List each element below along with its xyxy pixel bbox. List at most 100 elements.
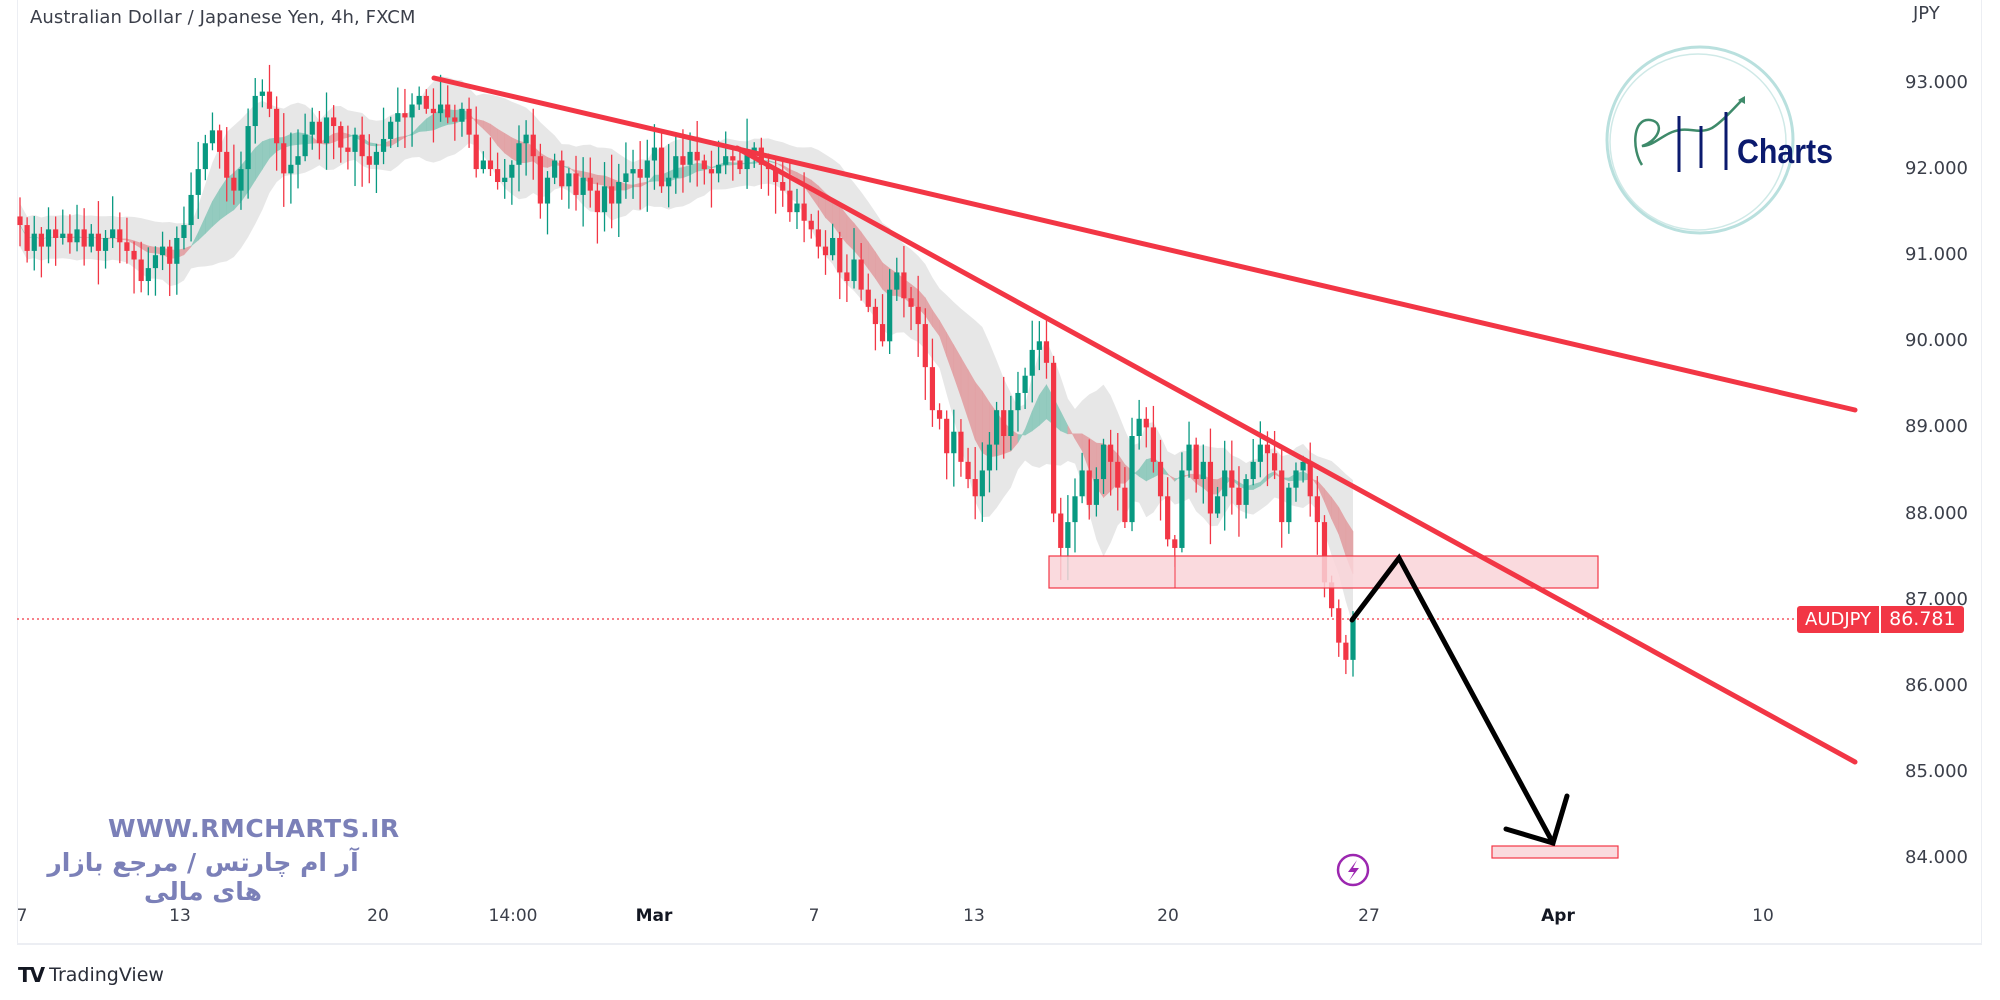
candle <box>202 134 208 181</box>
candle <box>1257 421 1263 478</box>
last-price-value: 86.781 <box>1881 606 1964 633</box>
candle <box>673 132 679 194</box>
candle <box>452 104 458 141</box>
candle <box>1036 321 1042 371</box>
candle <box>872 298 879 351</box>
trendlines[interactable] <box>431 75 1858 765</box>
target-zone[interactable] <box>1491 845 1619 859</box>
time-axis-label: 10 <box>1752 906 1774 926</box>
candle <box>666 144 672 208</box>
candle <box>131 241 137 294</box>
candle <box>316 110 322 160</box>
candle <box>380 107 387 165</box>
candle <box>502 158 508 199</box>
candle <box>658 130 665 193</box>
candle <box>1079 452 1085 504</box>
candle <box>1207 428 1214 545</box>
candle <box>815 210 821 259</box>
candle <box>167 239 173 297</box>
projection-arrow[interactable] <box>1349 553 1570 847</box>
candle <box>38 227 44 278</box>
candle <box>730 145 736 181</box>
candle <box>694 120 700 187</box>
candle <box>402 88 408 148</box>
candle <box>309 107 315 150</box>
candle <box>630 149 636 199</box>
candle <box>409 93 415 147</box>
tradingview-label: TradingView <box>49 964 164 986</box>
candle <box>559 150 565 200</box>
candle <box>1115 432 1121 511</box>
price-axis-label: 90.000 <box>1905 330 1968 352</box>
candle <box>609 154 615 229</box>
symbol-label: AUDJPY <box>1797 606 1880 633</box>
candle <box>480 151 486 174</box>
candle <box>1093 467 1099 517</box>
candle <box>780 159 786 207</box>
upper-trendline[interactable] <box>431 75 1858 413</box>
candle <box>1022 367 1028 410</box>
candle <box>1222 440 1228 531</box>
candle <box>1157 439 1164 521</box>
candle <box>986 431 993 493</box>
candle <box>53 216 59 266</box>
candle <box>437 74 444 122</box>
candle <box>993 401 1000 471</box>
candle <box>1122 467 1128 529</box>
projection-path[interactable] <box>1349 553 1556 846</box>
time-axis-label: 20 <box>367 906 389 926</box>
candle <box>494 152 501 190</box>
time-axis-label: 7 <box>16 906 28 926</box>
arrowhead-icon <box>1503 793 1570 847</box>
candle <box>965 447 971 489</box>
candle <box>929 338 936 427</box>
candle <box>81 208 87 266</box>
candle <box>773 155 779 214</box>
candle <box>323 92 330 170</box>
chart-pane[interactable] <box>17 0 1982 945</box>
resistance-zone[interactable] <box>1048 555 1599 589</box>
candle <box>366 134 372 184</box>
candle <box>338 121 344 163</box>
candle <box>623 142 629 199</box>
candle <box>687 132 693 183</box>
candle <box>1343 634 1349 675</box>
candle <box>181 206 187 250</box>
candle <box>274 96 280 171</box>
candle <box>159 231 166 271</box>
lower-trendline[interactable] <box>734 145 1858 765</box>
tradingview-branding[interactable]: TV TradingView <box>18 963 164 987</box>
price-axis-label: 91.000 <box>1905 244 1968 266</box>
candle <box>523 120 529 176</box>
time-axis-label: 13 <box>963 906 985 926</box>
time-axis-label: 20 <box>1157 906 1179 926</box>
candle <box>1001 376 1007 459</box>
candle <box>359 116 365 187</box>
candle <box>145 247 151 296</box>
lightning-event-icon[interactable] <box>1336 853 1370 887</box>
candle <box>31 216 37 271</box>
candle <box>1108 429 1114 496</box>
candle <box>1293 462 1299 502</box>
candle <box>231 144 237 205</box>
candle <box>174 226 180 295</box>
candle <box>979 442 985 522</box>
candle <box>459 102 465 137</box>
candle <box>1271 430 1278 480</box>
candle <box>587 157 593 208</box>
candle <box>1229 440 1235 515</box>
candle <box>295 129 301 189</box>
candle <box>887 269 893 355</box>
moving-average-band <box>20 76 1353 626</box>
candle <box>594 182 600 244</box>
candle <box>1136 399 1142 450</box>
candle <box>45 207 52 264</box>
candle <box>259 79 265 108</box>
candle <box>1200 444 1206 504</box>
watermark-url: WWW.RMCHARTS.IR <box>108 814 400 843</box>
candle <box>1314 476 1320 555</box>
candle <box>395 87 401 148</box>
candle <box>1165 477 1171 547</box>
price-axis-currency: JPY <box>1913 3 1940 24</box>
